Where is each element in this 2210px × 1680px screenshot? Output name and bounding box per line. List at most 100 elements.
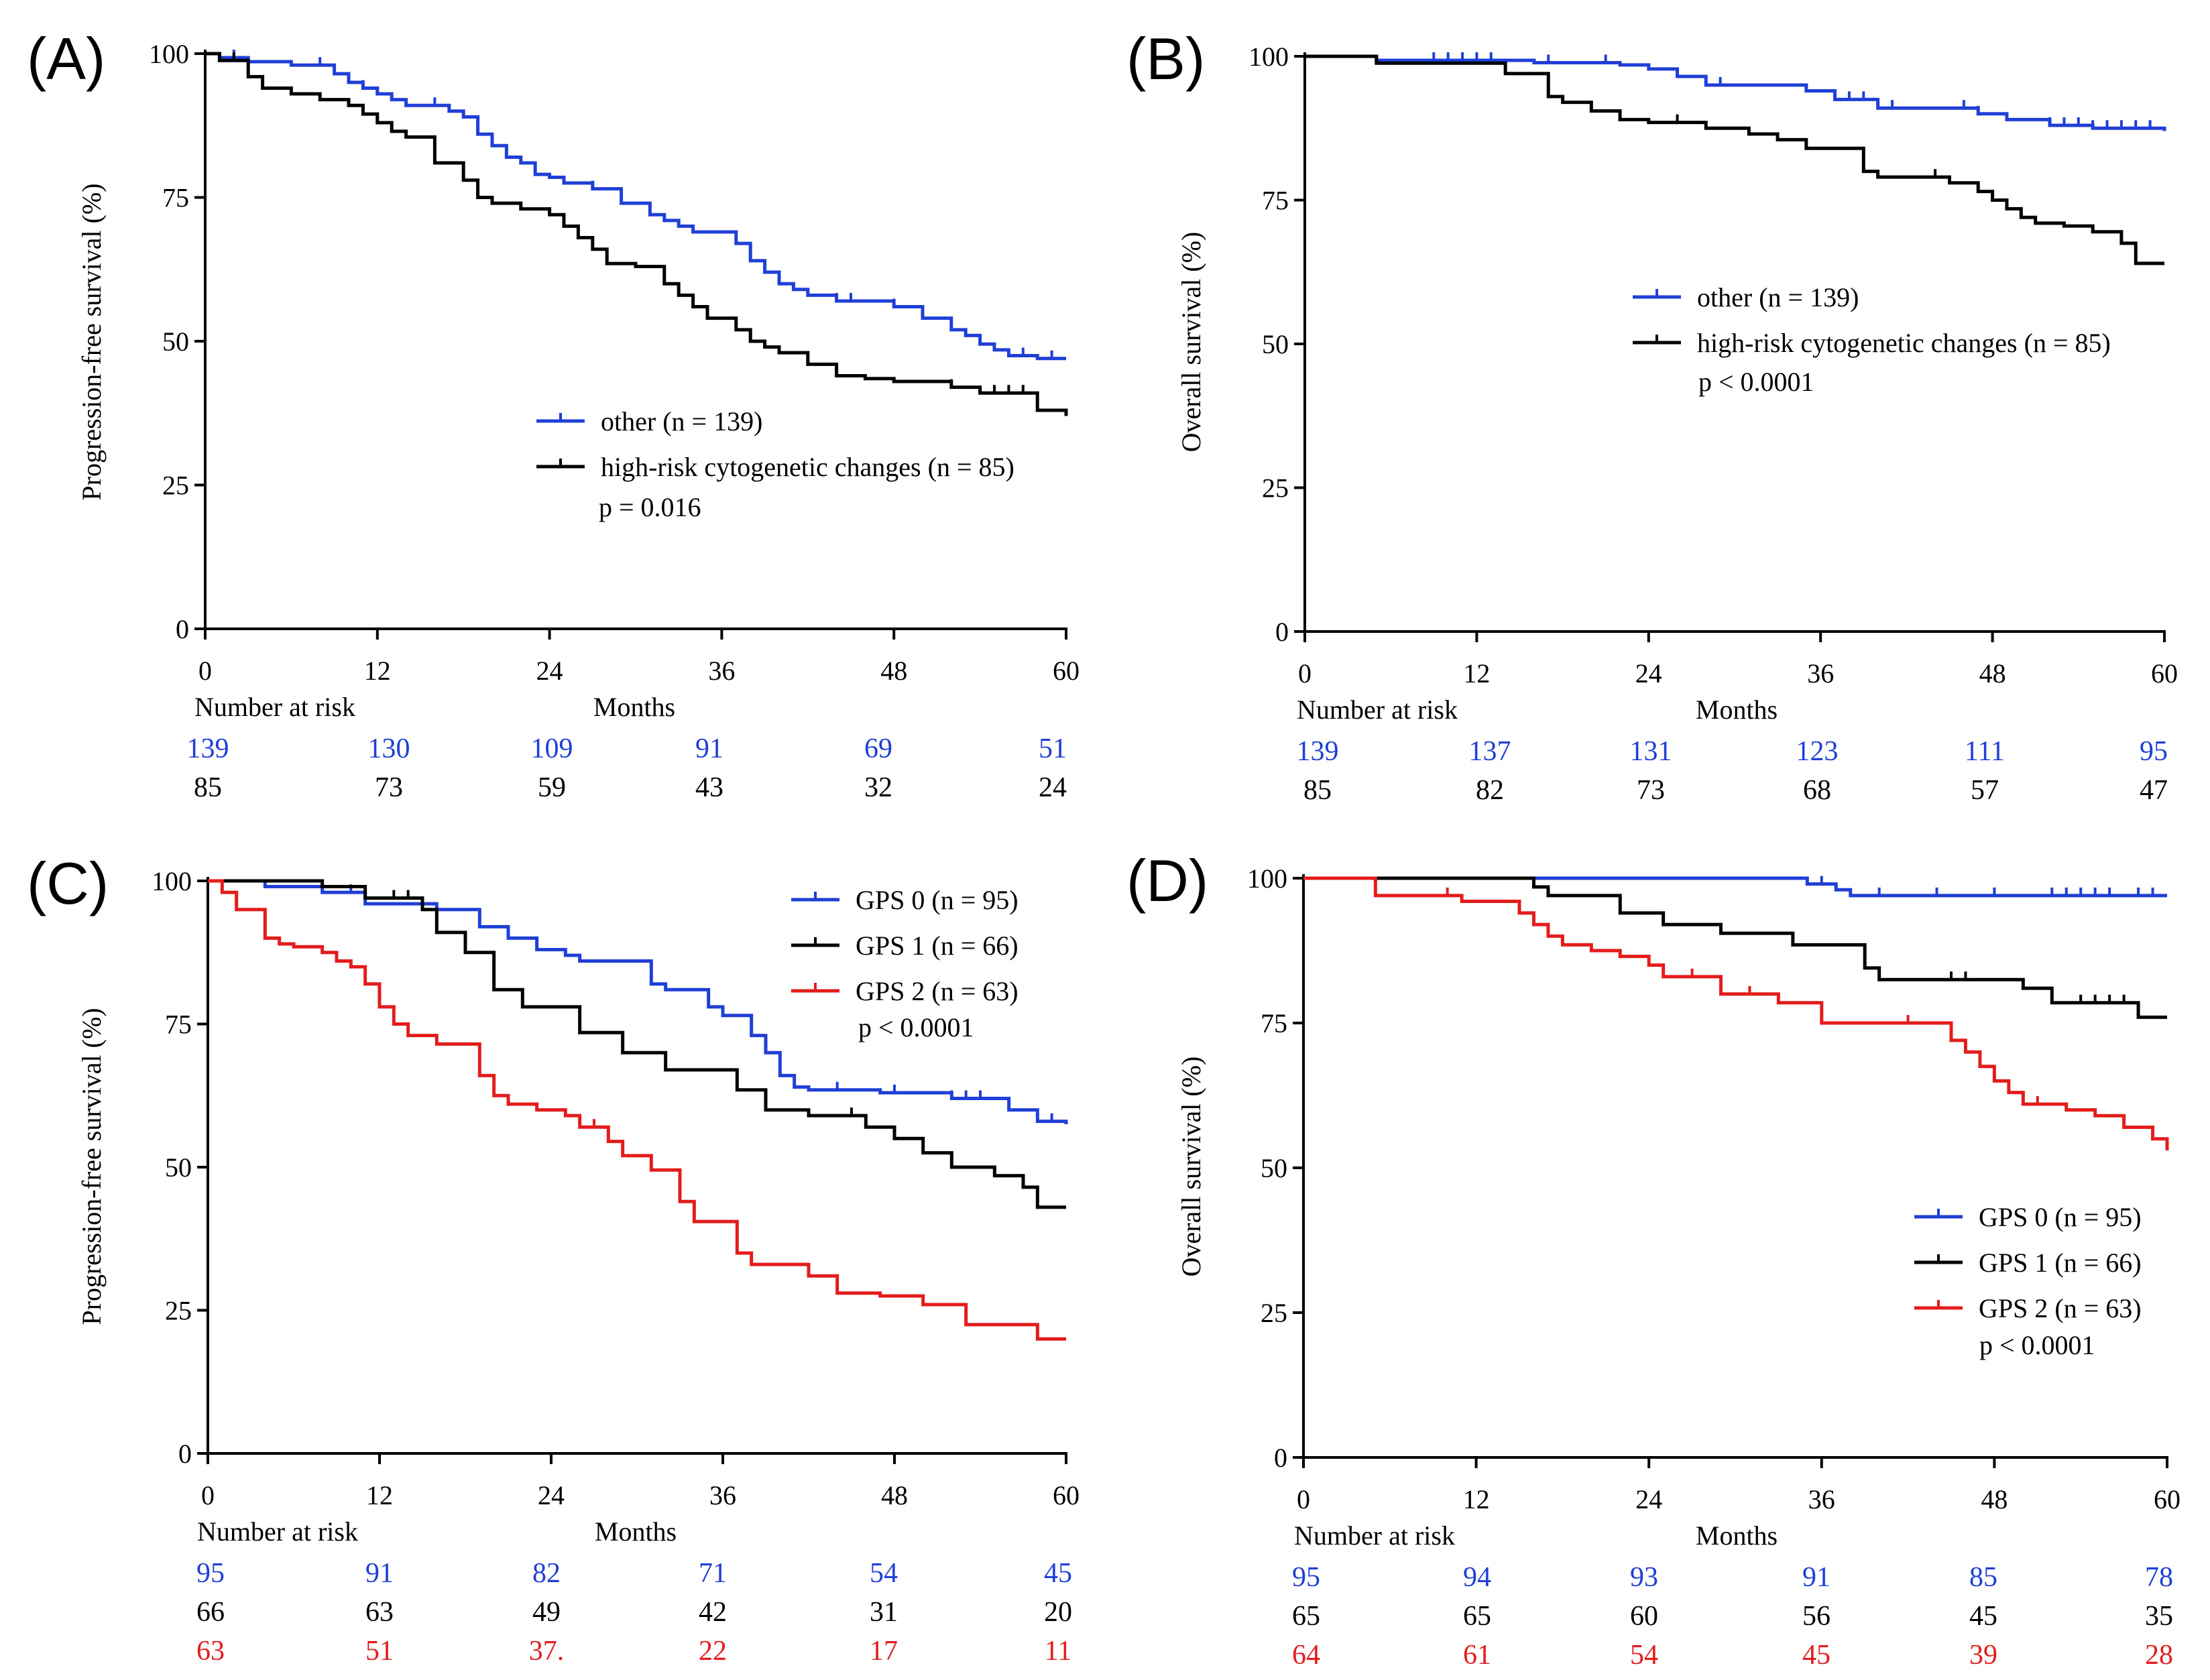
risk-count: 85: [1969, 1562, 1997, 1593]
legend-label: high-risk cytogenetic changes (n = 85): [601, 452, 1014, 482]
risk-count: 123: [1796, 736, 1839, 767]
risk-count: 32: [864, 772, 892, 803]
x-tick-label: 48: [881, 1480, 908, 1510]
risk-count: 71: [699, 1558, 727, 1589]
x-axis-title: Months: [1696, 1520, 1778, 1551]
risk-table-title: Number at risk: [1294, 1520, 1455, 1551]
risk-count: 42: [699, 1597, 727, 1628]
risk-count: 35: [2145, 1601, 2173, 1632]
risk-count: 137: [1469, 736, 1511, 767]
x-tick-label: 0: [201, 1480, 215, 1510]
y-tick-label: 75: [165, 1010, 192, 1040]
y-tick-label: 0: [1275, 617, 1289, 647]
p-value: p = 0.016: [599, 492, 701, 522]
risk-count: 39: [1969, 1640, 1997, 1671]
risk-count: 51: [1039, 733, 1067, 764]
risk-count: 85: [1303, 775, 1332, 806]
survival-curve-black: [1303, 876, 2167, 1019]
panel-label: (D): [1126, 847, 1208, 914]
risk-count: 130: [368, 733, 410, 764]
chart-panel-b: (B) 0 25 50 75 100 0 12 24 36 48 60 Overall survival…: [1126, 25, 2178, 806]
risk-count: 91: [695, 733, 723, 764]
risk-count: 95: [196, 1558, 225, 1589]
risk-count: 60: [1630, 1601, 1658, 1632]
risk-table-title: Number at risk: [197, 1516, 358, 1547]
risk-count: 43: [695, 772, 723, 803]
legend-label: GPS 2 (n = 63): [856, 976, 1019, 1006]
y-tick-label: 50: [162, 326, 189, 357]
risk-count: 28: [2145, 1640, 2173, 1671]
y-tick-label: 75: [1262, 186, 1289, 216]
y-tick-label: 50: [1262, 329, 1289, 359]
risk-count: 95: [2140, 736, 2168, 767]
x-tick-label: 0: [198, 656, 212, 686]
x-tick-label: 60: [1053, 656, 1080, 686]
risk-count: 59: [538, 772, 566, 803]
survival-curve-blue: [1305, 54, 2166, 131]
risk-count: 73: [1637, 775, 1665, 806]
p-value: p < 0.0001: [858, 1012, 974, 1042]
x-tick-label: 48: [1979, 658, 2006, 688]
y-axis-title: Progression-free survival (%): [76, 1008, 107, 1325]
risk-count: 66: [196, 1597, 225, 1628]
y-tick-label: 75: [162, 183, 189, 213]
x-tick-label: 36: [709, 1480, 736, 1510]
risk-count: 45: [1969, 1601, 1997, 1632]
chart-panel-a: (A) 0 25 50 75 100 0 12 24 36 48 60 Progression-free…: [27, 25, 1080, 803]
y-tick-label: 100: [1247, 863, 1287, 894]
y-tick-label: 100: [149, 39, 189, 69]
risk-count: 94: [1463, 1562, 1491, 1593]
y-tick-label: 0: [1274, 1443, 1287, 1473]
legend-label: GPS 1 (n = 66): [1979, 1248, 2142, 1278]
x-tick-label: 12: [364, 656, 391, 686]
x-tick-label: 36: [1808, 1484, 1835, 1514]
y-tick-label: 0: [176, 614, 189, 644]
risk-count: 139: [187, 733, 229, 764]
risk-count: 68: [1803, 775, 1831, 806]
x-tick-label: 12: [366, 1480, 393, 1510]
risk-count: 65: [1463, 1601, 1491, 1632]
legend-label: other (n = 139): [1697, 282, 1859, 312]
y-tick-label: 50: [1261, 1153, 1287, 1183]
x-tick-label: 36: [1807, 658, 1834, 688]
y-axis-title: Overall survival (%): [1176, 232, 1206, 453]
x-tick-label: 0: [1297, 1484, 1310, 1514]
y-tick-label: 25: [1262, 473, 1289, 503]
risk-count: 63: [365, 1597, 394, 1628]
y-axis-title: Progression-free survival (%): [76, 183, 107, 500]
panel-label: (B): [1126, 25, 1205, 92]
risk-count: 111: [1965, 736, 2005, 767]
risk-count: 64: [1292, 1640, 1320, 1671]
x-tick-label: 12: [1463, 1484, 1490, 1514]
risk-count: 93: [1630, 1562, 1658, 1593]
chart-panel-d: (D) 0 25 50 75 100 0 12 24 36 48 60 Overall survival…: [1126, 847, 2180, 1671]
y-tick-label: 50: [165, 1152, 192, 1183]
risk-count: 82: [532, 1558, 561, 1589]
x-tick-label: 24: [536, 656, 563, 686]
survival-curve-red: [208, 879, 1066, 1341]
risk-count: 131: [1630, 736, 1672, 767]
legend-label: GPS 1 (n = 66): [856, 931, 1019, 961]
y-tick-label: 25: [162, 471, 189, 501]
y-axis-title: Overall survival (%): [1176, 1057, 1206, 1277]
risk-count: 57: [1971, 775, 1999, 806]
survival-curve-red: [1303, 876, 2169, 1151]
panel-label: (C): [27, 850, 109, 916]
panel-label: (A): [27, 25, 105, 92]
x-tick-label: 0: [1298, 658, 1312, 688]
x-axis-title: Months: [593, 692, 675, 722]
survival-curve-black: [208, 879, 1066, 1209]
x-tick-label: 60: [2154, 1484, 2180, 1514]
x-tick-label: 36: [708, 656, 735, 686]
risk-count: 82: [1476, 775, 1504, 806]
risk-count: 73: [375, 772, 403, 803]
risk-count: 51: [365, 1636, 394, 1667]
x-axis-title: Months: [1696, 695, 1778, 725]
survival-curve-black: [1305, 54, 2164, 265]
risk-count: 78: [2145, 1562, 2173, 1593]
x-tick-label: 24: [1635, 1484, 1662, 1514]
risk-count: 54: [870, 1558, 898, 1589]
risk-table-title: Number at risk: [194, 692, 355, 722]
x-tick-label: 24: [1635, 658, 1662, 688]
